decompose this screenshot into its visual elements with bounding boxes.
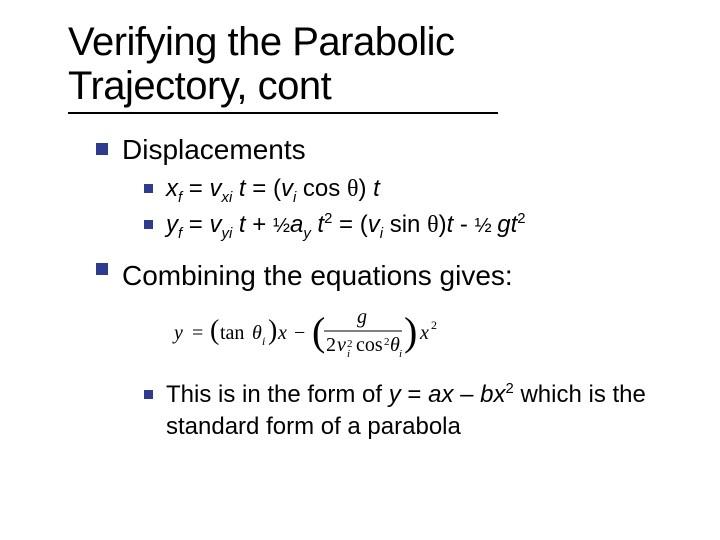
displacements-sublist: xf = vxi t = (vi cos θ) t yf = vyi t + ½…: [144, 173, 690, 242]
slide: Verifying the Parabolic Trajectory, cont…: [0, 0, 720, 540]
bullet-list-lvl1: Displacements xf = vxi t = (vi cos θ) t …: [96, 132, 690, 444]
svg-text:=: =: [192, 322, 203, 344]
svg-text:2: 2: [384, 336, 390, 348]
svg-text:(: (: [312, 309, 325, 354]
svg-text:−: −: [294, 322, 305, 344]
bullet-displacements: Displacements xf = vxi t = (vi cos θ) t …: [96, 132, 690, 242]
svg-text:x: x: [277, 322, 287, 344]
svg-text:2: 2: [326, 334, 336, 356]
svg-text:i: i: [399, 348, 402, 360]
svg-text:i: i: [347, 348, 350, 360]
combining-label: Combining the equations gives:: [122, 260, 513, 291]
svg-text:θ: θ: [252, 322, 262, 344]
svg-text:v: v: [337, 334, 346, 356]
svg-text:(: (: [210, 315, 219, 346]
bullet-combining: Combining the equations gives: y = ( tan…: [96, 252, 690, 444]
svg-text:2: 2: [431, 318, 437, 332]
svg-text:x: x: [419, 322, 429, 344]
title-line-1: Verifying the Parabolic: [68, 20, 455, 64]
title-line-2: Trajectory, cont: [68, 64, 331, 108]
svg-text:): ): [404, 309, 417, 354]
equation-xf: xf = vxi t = (vi cos θ) t: [144, 173, 690, 205]
svg-text:i: i: [262, 334, 265, 348]
svg-text:g: g: [357, 306, 367, 328]
combining-sublist: This is in the form of y = ax – bx2 whic…: [144, 379, 690, 444]
equation-svg-icon: y = ( tan θ i ) x − ( g 2 v: [172, 305, 472, 361]
svg-text:y: y: [172, 322, 183, 344]
equation-yf: yf = vyi t + ½ay t2 = (vi sin θ)t - ½ gt…: [144, 209, 690, 241]
parabola-note: This is in the form of y = ax – bx2 whic…: [144, 379, 690, 444]
svg-text:tan: tan: [220, 322, 244, 344]
displacements-label: Displacements: [122, 134, 306, 165]
equation-image: y = ( tan θ i ) x − ( g 2 v: [172, 305, 690, 369]
slide-title: Verifying the Parabolic Trajectory, cont: [68, 20, 690, 108]
title-underline: [68, 112, 498, 114]
svg-text:cos: cos: [356, 334, 383, 356]
svg-text:): ): [268, 315, 277, 346]
